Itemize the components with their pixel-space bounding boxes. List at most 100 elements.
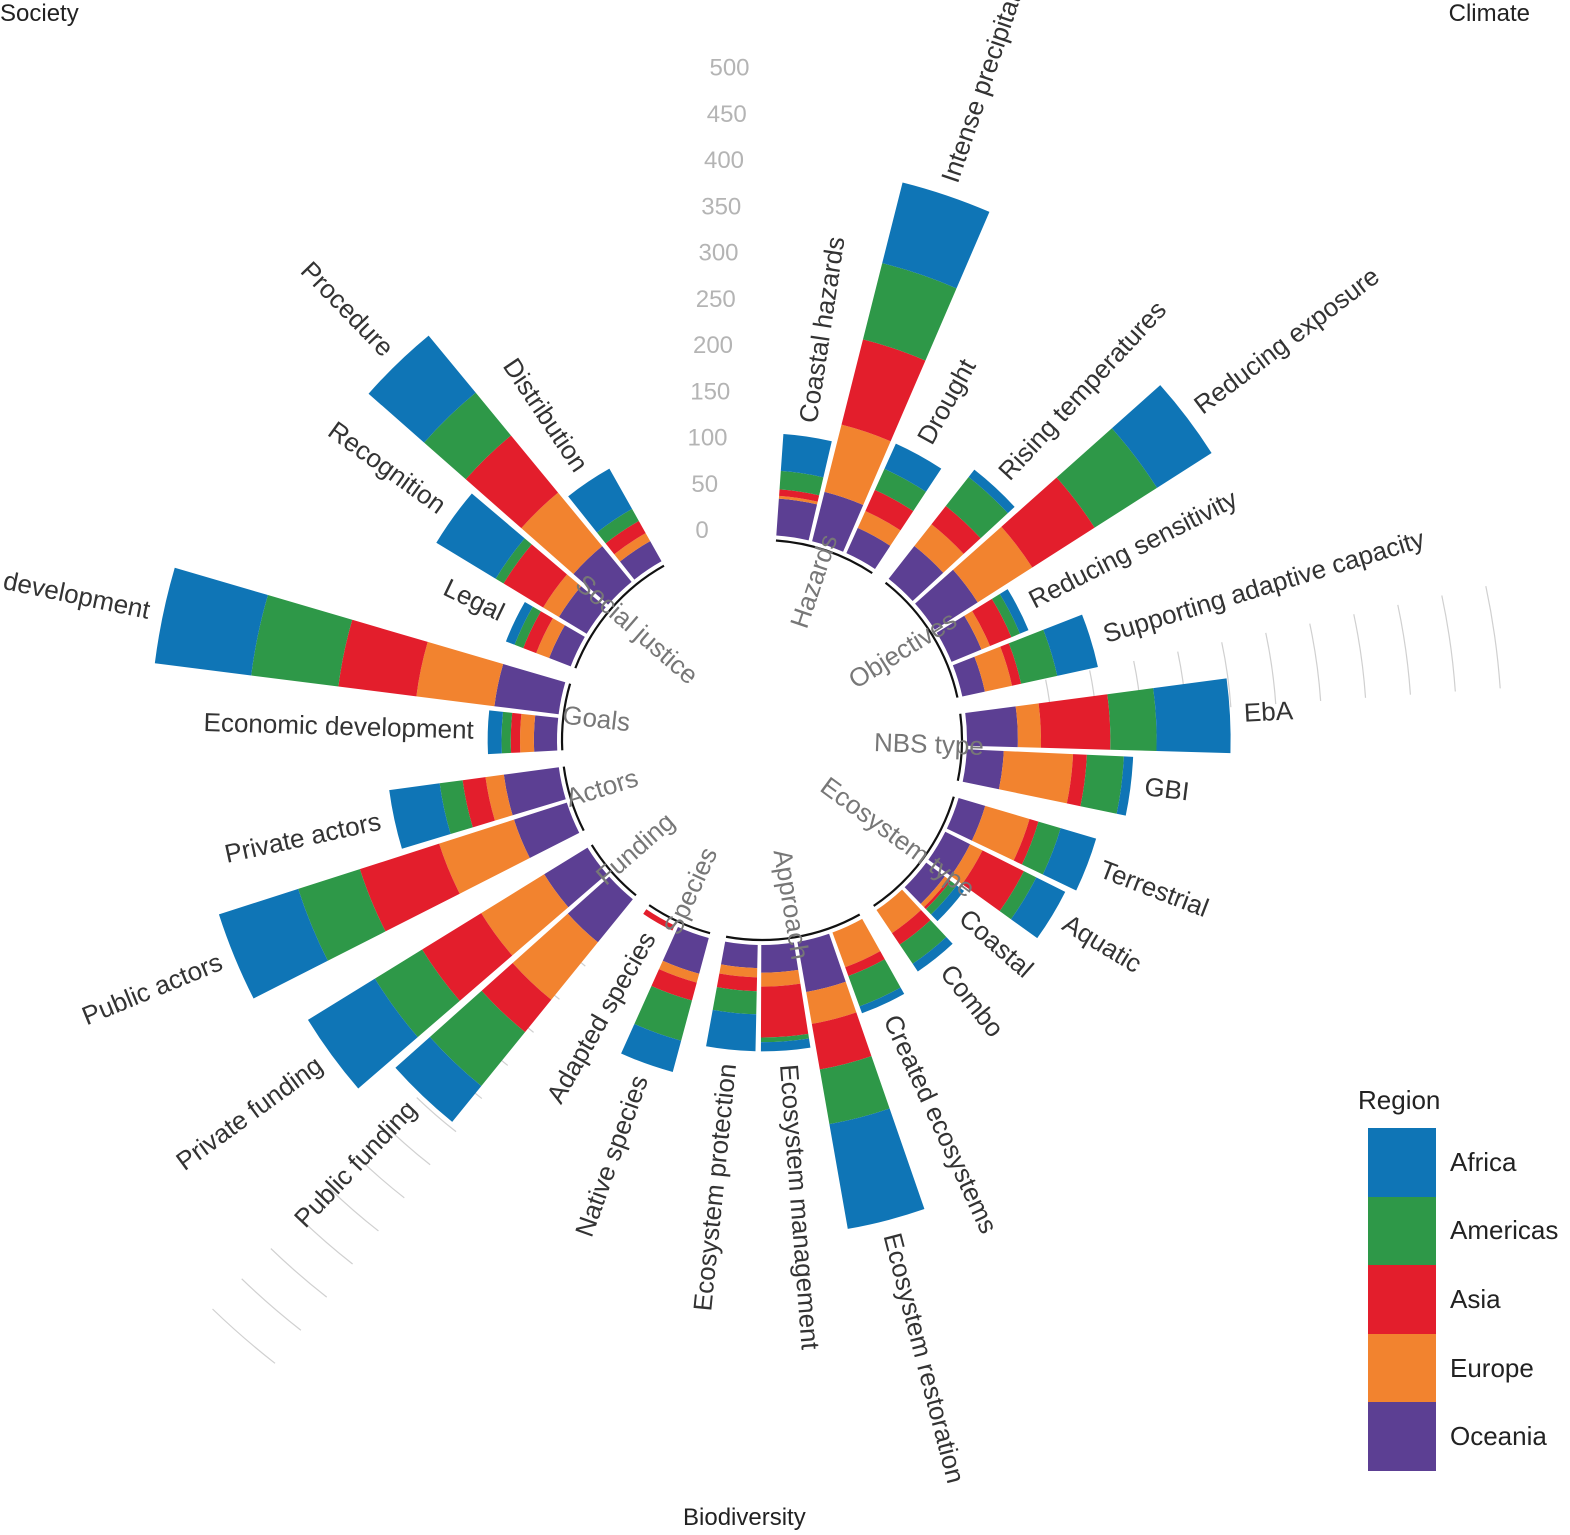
group-label: Species [657,843,723,940]
radial-tick-label: 350 [701,193,741,220]
bar-segment-asia [1013,819,1039,865]
bar-segment-asia [1001,477,1095,568]
bar-label: Intense precipitation [935,0,1038,186]
bar-segment-asia [891,909,931,945]
bar-segment-europe [761,969,801,987]
bar-segment-oceania [558,586,606,634]
group-arc [574,564,665,669]
bar-segment-africa [829,1108,925,1229]
bar-segment-europe [824,424,891,505]
radial-tick-label: 500 [709,55,749,82]
bar-label: Ecosystem restoration [878,1230,972,1487]
bar-segment-americas [1008,629,1058,684]
legend-swatch [1368,1402,1436,1471]
biodiversity-corner-label: Biodiversity [683,1504,806,1531]
radial-axis: 0 50 100 150 200 250 300 350 400 450 500 [687,55,749,545]
bar-segment-africa [389,783,451,849]
society-corner-label: Society [0,0,79,27]
group-label: Approach [768,847,816,962]
bar-segment-africa [1111,385,1212,488]
legend-swatch [1368,1265,1436,1334]
radial-tick-label: 250 [696,286,736,313]
bar-segment-europe [778,495,818,505]
bar-segment-asia [1038,694,1111,750]
bar-segment-americas [374,949,460,1038]
bar-segment-asia [1066,754,1087,807]
grid-arc [241,1278,302,1331]
bar-segment-europe [439,819,530,894]
legend-item-asia: Asia [1358,1265,1570,1334]
bar-segment-oceania [952,656,985,697]
bar-segment-africa [154,567,268,676]
bar-segment-europe [520,713,536,753]
bar-segment-asia [643,909,675,931]
radial-tick-label: 450 [707,101,747,128]
bar-segment-asia [510,712,522,753]
bar-segment-americas [899,920,947,964]
grid-arc [299,1217,353,1265]
grid-arc [328,1187,379,1232]
bar-segment-asia [779,489,820,502]
bar-segment-oceania [946,798,986,841]
bar-segment-europe [964,610,991,650]
bar-segment-africa [1043,614,1098,676]
bar-segment-europe [971,805,1030,861]
group-label: Funding [590,806,680,891]
legend-label: Europe [1450,1352,1534,1383]
bar-segment-americas [501,711,513,754]
bar-economic-development: Economic development [203,707,559,755]
bar-label: Terrestrial [1096,854,1213,923]
bar-segment-asia [503,544,567,608]
group-label: Goals [561,700,632,738]
radial-tick-label: 200 [693,332,733,359]
bar-segment-asia [422,913,513,1001]
legend-label: Africa [1450,1146,1517,1177]
bar-segment-americas [634,986,692,1041]
bar-segment-americas [429,990,526,1086]
bar-segment-americas [251,595,353,687]
radial-tick-label: 100 [687,425,727,452]
bar-segment-oceania [573,546,632,605]
group-arc [884,581,959,698]
bar-segment-oceania [812,491,864,552]
bar-segment-africa [368,335,476,443]
legend-label: Americas [1450,1215,1559,1246]
bar-segment-europe [914,524,964,573]
legend-label: Asia [1450,1283,1501,1314]
group-label: Hazards [784,530,843,631]
bar-segment-africa [621,1024,682,1072]
bar-ecosystem-protection: Ecosystem protection [687,941,758,1312]
legend-swatch [1368,1333,1436,1403]
bar-segment-europe [953,526,1033,603]
bar-segment-europe [920,876,949,908]
bar-segment-americas [439,780,473,835]
bar-segment-oceania [761,942,799,973]
legend-swatch [1368,1196,1436,1266]
bar-segment-europe [1015,703,1041,748]
bar-segment-africa [931,885,965,922]
bar-label: Public actors [77,947,226,1031]
bar-label: Ecosystem protection [687,1062,742,1312]
bar-gbi: GBI [962,749,1191,816]
grid-arc [416,1097,457,1133]
bar-segment-africa [999,589,1029,634]
group-arc [590,844,637,897]
bar-segment-oceania [904,862,945,904]
bar-segment-oceania [494,664,566,715]
legend-item-africa: Africa [1358,1128,1570,1197]
bar-segment-asia [962,850,1024,912]
bar-segment-africa [218,888,328,999]
bar-label: GBI [1143,771,1191,806]
group-arc [956,713,964,781]
bar-label: Economic development [203,707,475,745]
bar-segment-americas [991,594,1020,638]
bar-segment-africa [307,978,418,1089]
bar-segment-oceania [549,625,585,667]
bar-segment-asia [865,489,914,531]
bar-segment-africa [912,936,953,972]
legend: Region Africa Americas Asia Europe Oceania [1358,1085,1570,1471]
grid-arc [1353,614,1367,698]
bar-label: Private actors [222,806,384,869]
